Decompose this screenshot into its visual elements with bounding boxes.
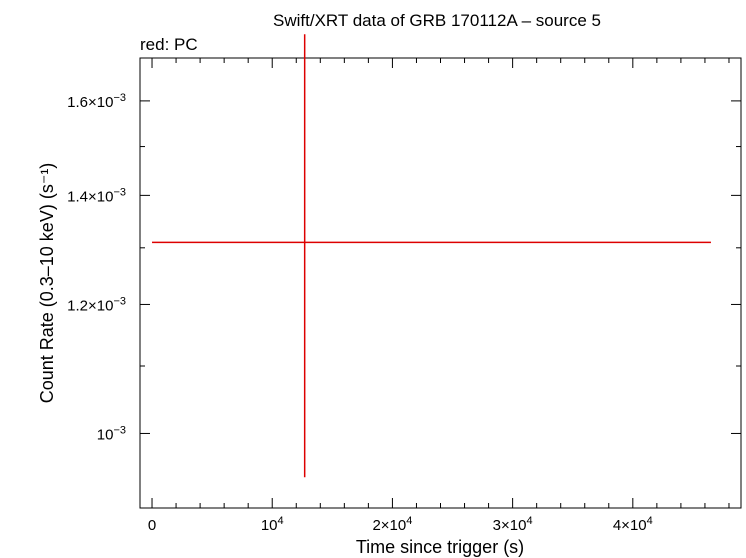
plot-frame (139, 57, 742, 509)
x-tick-label: 3×104 (493, 515, 533, 534)
x-tick-label: 2×104 (372, 515, 412, 534)
y-tick-label: 1.4×10−3 (67, 186, 126, 205)
y-tick-label: 1.6×10−3 (67, 92, 126, 111)
x-tick-label: 104 (261, 515, 284, 534)
chart-title: Swift/XRT data of GRB 170112A – source 5 (273, 11, 601, 30)
y-tick-label: 10−3 (97, 424, 126, 443)
x-axis-label: Time since trigger (s) (356, 537, 524, 557)
chart-subtitle: red: PC (140, 35, 198, 54)
y-tick-label: 1.2×10−3 (67, 295, 126, 314)
y-ticks: 10−3 1.2×10−3 1.4×10−3 1.6×10−3 (67, 57, 741, 509)
x-tick-label: 4×104 (613, 515, 653, 534)
data-marks (152, 34, 711, 478)
x-tick-label: 0 (148, 517, 156, 534)
x-ticks: 0 104 2×104 3×104 4×104 (148, 58, 730, 534)
y-axis-label: Count Rate (0.3–10 keV) (s⁻¹) (37, 163, 57, 404)
